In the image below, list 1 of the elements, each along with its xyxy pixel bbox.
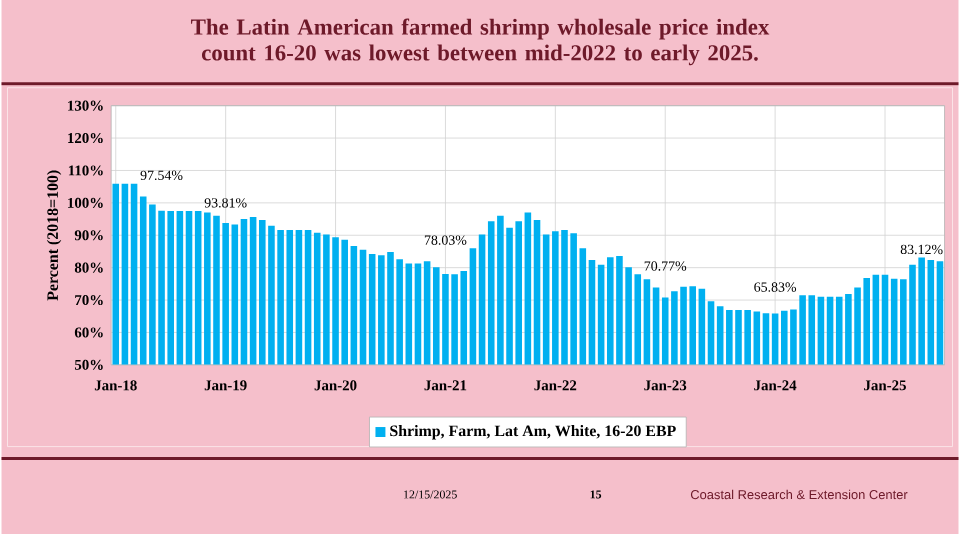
chart-title: The Latin American farmed shrimp wholesale price index count 16-20 was lowest between mid-2022 to early 2025. [191, 18, 770, 66]
